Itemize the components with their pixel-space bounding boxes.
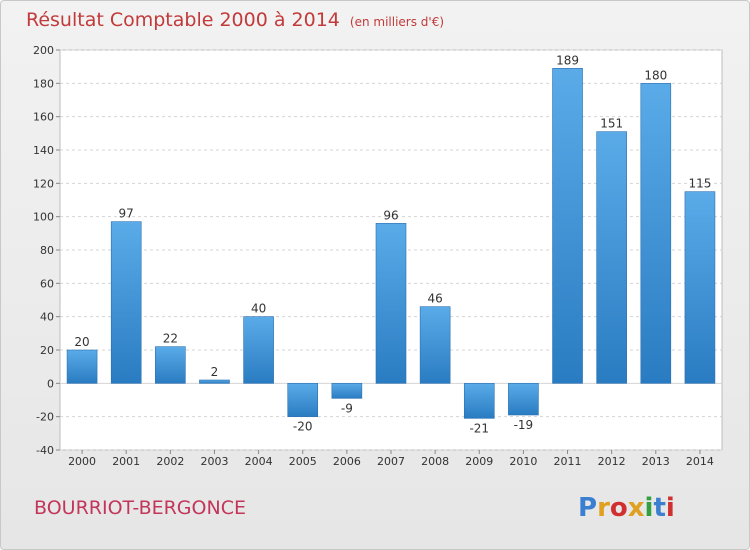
y-tick-label: 200 xyxy=(33,44,54,57)
value-label-2004: 40 xyxy=(251,302,266,316)
bar-2007 xyxy=(375,223,407,384)
value-label-2008: 46 xyxy=(427,292,442,306)
value-label-2011: 189 xyxy=(556,53,579,67)
x-tick-label-2014: 2014 xyxy=(686,455,714,468)
proxiti-logo-letter: i xyxy=(645,493,654,523)
x-tick-label-2008: 2008 xyxy=(421,455,449,468)
proxiti-logo-letter: t xyxy=(653,493,665,523)
value-label-2014: 115 xyxy=(688,177,711,191)
y-tick-label: 180 xyxy=(33,77,54,90)
x-tick-label-2002: 2002 xyxy=(156,455,184,468)
x-tick-label-2011: 2011 xyxy=(554,455,582,468)
x-tick-label-2000: 2000 xyxy=(68,455,96,468)
y-tick-label: 120 xyxy=(33,177,54,190)
chart-title: Résultat Comptable 2000 à 2014 (en millie… xyxy=(26,9,444,31)
value-label-2006: -9 xyxy=(341,401,353,415)
value-label-2009: -21 xyxy=(469,421,489,435)
y-tick-label: -20 xyxy=(36,411,54,424)
x-tick-label-2007: 2007 xyxy=(377,455,405,468)
y-tick-label: 20 xyxy=(40,344,54,357)
x-tick-label-2001: 2001 xyxy=(112,455,140,468)
x-tick-label-2010: 2010 xyxy=(509,455,537,468)
y-tick-label: 140 xyxy=(33,144,54,157)
proxiti-logo-letter: r xyxy=(597,493,610,523)
x-tick-label-2003: 2003 xyxy=(200,455,228,468)
x-tick-label-2005: 2005 xyxy=(289,455,317,468)
value-label-2007: 96 xyxy=(383,208,398,222)
y-tick-label: 160 xyxy=(33,111,54,124)
bar-2008 xyxy=(419,306,451,384)
value-label-2003: 2 xyxy=(211,365,219,379)
chart-title-unit: (en milliers d'€) xyxy=(350,15,444,29)
x-tick-label-2006: 2006 xyxy=(333,455,361,468)
bar-2005 xyxy=(287,383,319,417)
y-tick-label: 40 xyxy=(40,311,54,324)
proxiti-logo: Proxiti xyxy=(578,493,675,523)
value-label-2012: 151 xyxy=(600,117,623,131)
proxiti-logo-letter: P xyxy=(578,493,597,523)
value-label-2013: 180 xyxy=(644,68,667,82)
town-name: BOURRIOT-BERGONCE xyxy=(34,497,246,519)
value-label-2010: -19 xyxy=(514,418,534,432)
proxiti-logo-letter: o xyxy=(610,493,628,523)
bar-2000 xyxy=(66,349,98,384)
x-tick-label-2009: 2009 xyxy=(465,455,493,468)
y-tick-label: -40 xyxy=(36,444,54,457)
y-tick-label: 60 xyxy=(40,277,54,290)
value-label-2001: 97 xyxy=(119,207,134,221)
proxiti-logo-letter: i xyxy=(666,493,675,523)
value-label-2002: 22 xyxy=(163,332,178,346)
bar-2001 xyxy=(110,221,142,384)
value-label-2005: -20 xyxy=(293,420,313,434)
y-tick-label: 100 xyxy=(33,211,54,224)
x-tick-label-2013: 2013 xyxy=(642,455,670,468)
x-tick-label-2004: 2004 xyxy=(245,455,273,468)
bar-2004 xyxy=(243,316,274,384)
bar-2011 xyxy=(552,68,583,384)
bar-2009 xyxy=(463,383,495,419)
bar-2010 xyxy=(508,383,539,416)
y-tick-label: 0 xyxy=(47,377,54,390)
bar-2014 xyxy=(684,191,716,384)
chart-title-main: Résultat Comptable 2000 à 2014 xyxy=(26,9,340,31)
plot-area: -40 -20 0 20 40 60 80 100 120 140 160 180 200 20 2000 9… xyxy=(33,44,723,468)
bar-2003 xyxy=(199,379,230,384)
value-label-2000: 20 xyxy=(74,335,89,349)
x-tick-label-2012: 2012 xyxy=(598,455,626,468)
y-tick-label: 80 xyxy=(40,244,54,257)
bar-2012 xyxy=(596,131,627,384)
bar-2013 xyxy=(640,83,672,384)
bar-2006 xyxy=(331,383,363,399)
proxiti-logo-letter: x xyxy=(628,493,645,523)
bar-2002 xyxy=(155,346,186,384)
